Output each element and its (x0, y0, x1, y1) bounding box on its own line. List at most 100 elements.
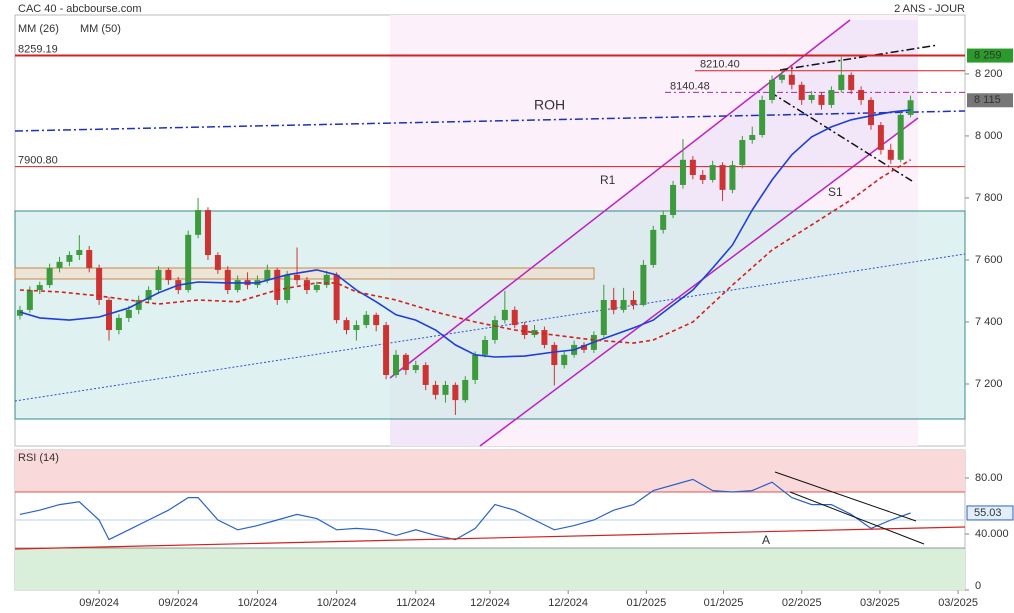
candle-body (343, 320, 350, 331)
candle-body (551, 344, 558, 366)
candle-body (115, 317, 122, 331)
moving-average (19, 109, 911, 358)
candle-body (679, 159, 686, 185)
legend-entry: MM (26) (18, 23, 59, 35)
candle-body (323, 274, 330, 286)
candle-body (739, 139, 746, 166)
x-tick-label: 12/2024 (548, 597, 588, 609)
rsi-channel-upper (774, 471, 917, 522)
candle-body (432, 384, 439, 395)
candle-body (46, 268, 53, 286)
candle-body (511, 309, 518, 326)
candle-body (422, 365, 429, 385)
candle-body (501, 309, 508, 321)
candle-body (531, 330, 538, 335)
level-label: 8210.40 (700, 59, 740, 71)
candle-body (689, 159, 696, 175)
candle-body (521, 325, 528, 335)
candle-body (640, 264, 647, 305)
wedge-lower (769, 91, 913, 182)
price-marker (967, 93, 1013, 108)
y-tick-label: 8 000 (975, 130, 1003, 142)
rsi-channel-lower (789, 491, 925, 545)
level-label: 8259.19 (18, 43, 58, 55)
rsi-layer (15, 450, 969, 591)
y-tick-label: 8 200 (975, 68, 1003, 80)
candle-body (858, 90, 865, 100)
candle-body (491, 320, 498, 340)
candle-body (630, 299, 637, 305)
chart-title: CAC 40 - abcbourse.com (18, 3, 142, 15)
y-tick-label: 7 600 (975, 254, 1003, 266)
y-tick-label: 80.00 (975, 472, 1003, 484)
candle-body (828, 90, 835, 105)
candle-body (759, 99, 766, 135)
price-marker-label: 8 115 (974, 94, 1001, 106)
roh-line (14, 110, 966, 132)
candle-body (877, 125, 884, 150)
candle-body (848, 74, 855, 91)
x-tick-label: 09/2024 (79, 597, 119, 609)
candle-body (165, 269, 172, 281)
candle-body (155, 269, 162, 291)
candle-body (778, 74, 785, 80)
annotation: ROH (534, 97, 565, 113)
rsi-marker (966, 505, 1014, 521)
range-box (14, 210, 966, 420)
candle-body (699, 174, 706, 180)
candle-body (373, 314, 380, 326)
candle-body (808, 94, 815, 100)
candle-body (333, 274, 340, 321)
candle-body (363, 314, 370, 326)
x-tick-label: 11/2024 (396, 597, 435, 609)
candle-body (600, 299, 607, 335)
y-tick-label: 7 200 (975, 378, 1003, 390)
candle-body (383, 325, 390, 375)
overbought-zone (15, 450, 965, 492)
rsi-title: RSI (14) (18, 452, 59, 464)
x-tick-label: 03/2025 (938, 597, 978, 609)
y-tick-label: 40.000 (975, 528, 1009, 540)
level-label: 8140.48 (670, 80, 710, 92)
candle-body (224, 269, 231, 291)
candle-body (135, 299, 142, 310)
candle-body (353, 325, 360, 331)
candle-body (769, 79, 776, 100)
candle-body (96, 268, 103, 300)
rsi-marker-label: 55.03 (974, 507, 1002, 519)
candle-body (234, 280, 241, 291)
candle-body (313, 285, 320, 291)
candle-body (392, 354, 399, 375)
candle-body (867, 99, 874, 126)
candle-body (204, 210, 211, 255)
candle-body (709, 165, 716, 180)
candle-body (36, 285, 43, 291)
x-tick-label: 01/2025 (704, 597, 744, 609)
x-tick-label: 02/2025 (782, 597, 822, 609)
candle-body (670, 184, 677, 215)
candle-body (650, 229, 657, 265)
candle-body (195, 210, 202, 235)
y-tick-label: 0 (975, 580, 981, 592)
channel-upper (389, 19, 851, 379)
candle-body (412, 365, 419, 371)
candle-body (788, 74, 795, 85)
moving-average (19, 159, 912, 344)
candle-body (610, 299, 617, 310)
y-tick-label: 7 800 (975, 192, 1003, 204)
resistance-box (14, 267, 595, 280)
x-tick-label: 03/2025 (860, 597, 900, 609)
candle-body (798, 84, 805, 100)
candle-body (56, 261, 63, 269)
x-tick-label: 12/2024 (470, 597, 510, 609)
candle-body (284, 274, 291, 300)
candle-body (462, 379, 469, 401)
support-dotted (14, 253, 966, 402)
annotation: S1 (828, 185, 843, 199)
candle-body (541, 330, 548, 345)
candle-body (660, 214, 667, 230)
x-tick-label: 09/2024 (158, 597, 198, 609)
x-tick-label: 01/2025 (626, 597, 666, 609)
candle-body (26, 290, 33, 310)
candle-body (452, 384, 459, 401)
